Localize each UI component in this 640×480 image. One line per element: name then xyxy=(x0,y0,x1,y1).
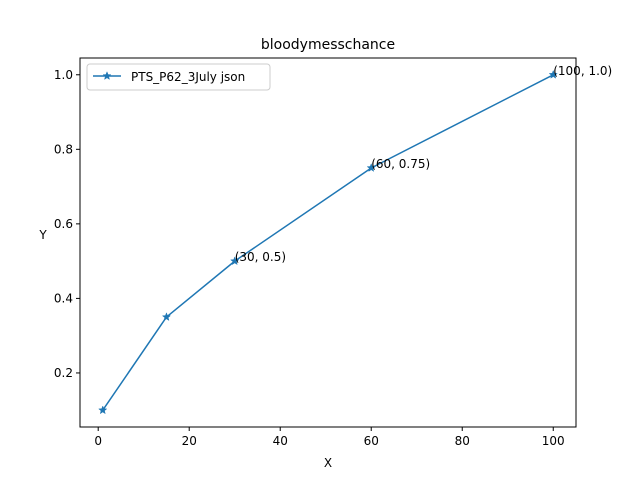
legend-star-marker xyxy=(102,71,112,80)
y-tick-label: 1.0 xyxy=(54,68,73,82)
data-point-marker xyxy=(161,312,172,322)
point-annotation: (60, 0.75) xyxy=(371,157,430,171)
data-point-marker xyxy=(366,163,376,172)
plot-area: (30, 0.5) (60, 0.75) (100, 1.0) xyxy=(98,64,612,415)
x-tick-label: 60 xyxy=(364,434,379,448)
axes-frame xyxy=(79,57,577,428)
x-tick-label: 20 xyxy=(182,434,197,448)
x-tick-label: 0 xyxy=(94,434,102,448)
y-axis-label: Y xyxy=(38,228,47,242)
chart-title: bloodymesschance xyxy=(261,37,395,53)
y-tick-label: 0.2 xyxy=(54,366,73,380)
y-tick-label: 0.8 xyxy=(54,142,73,156)
legend-marker-shape xyxy=(102,71,112,80)
data-point-marker xyxy=(98,405,108,415)
axis-ticks: 0 20 40 60 80 100 0.2 0.4 0.6 0.8 1.0 xyxy=(54,68,565,448)
data-point-marker xyxy=(230,256,240,266)
x-axis-label: X xyxy=(324,456,332,470)
y-tick-label: 0.6 xyxy=(54,217,73,231)
x-tick-label: 100 xyxy=(542,434,565,448)
legend-label: PTS_P62_3July json xyxy=(131,70,245,84)
legend: PTS_P62_3July json xyxy=(86,63,271,91)
legend-box xyxy=(86,63,271,91)
point-annotation: (30, 0.5) xyxy=(235,250,286,264)
x-tick-label: 40 xyxy=(273,434,288,448)
y-tick-label: 0.4 xyxy=(54,291,73,305)
point-annotation: (100, 1.0) xyxy=(553,64,612,78)
x-tick-label: 80 xyxy=(455,434,470,448)
data-point-marker xyxy=(548,69,558,79)
